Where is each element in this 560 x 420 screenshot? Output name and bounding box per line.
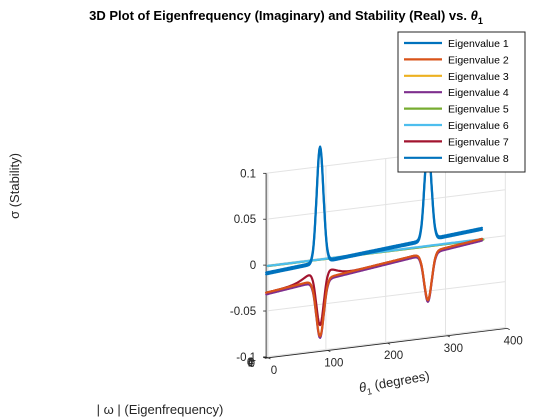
x-tick-label: 0 bbox=[271, 365, 277, 377]
legend-label: Eigenvalue 1 bbox=[448, 38, 509, 50]
legend-label: Eigenvalue 2 bbox=[448, 54, 509, 66]
y-tick-label: 2 bbox=[248, 358, 254, 370]
grid-line bbox=[266, 189, 506, 220]
z-tick-label: -0.05 bbox=[230, 306, 256, 318]
z-tick-label: 0.05 bbox=[234, 214, 256, 226]
plot-curves bbox=[265, 141, 485, 339]
legend-label: Eigenvalue 5 bbox=[448, 104, 509, 116]
y-axis-label: | ω | (Eigenfrequency) bbox=[97, 402, 224, 417]
x-tick-mark bbox=[387, 342, 391, 345]
y-tick-label: 4 bbox=[247, 357, 254, 369]
z-tick-label: 0.1 bbox=[240, 168, 256, 180]
x-tick-mark bbox=[327, 350, 331, 353]
x-tick-label: 300 bbox=[444, 343, 463, 355]
legend-label: Eigenvalue 6 bbox=[448, 120, 509, 132]
series-eigenvalue-2 bbox=[265, 237, 483, 338]
chart-title-symbol: θ bbox=[471, 8, 478, 23]
legend-box bbox=[397, 31, 526, 173]
legend: Eigenvalue 1 Eigenvalue 2 Eigenvalue 3 Eige… bbox=[397, 31, 526, 173]
x-tick-mark bbox=[507, 328, 510, 330]
chart-title-main: 3D Plot of Eigenfrequency (Imaginary) an… bbox=[89, 8, 470, 23]
x-tick-label: 200 bbox=[384, 350, 403, 362]
legend-label: Eigenvalue 3 bbox=[448, 71, 509, 83]
z-tick-label: -0.1 bbox=[236, 352, 256, 364]
x-tick-label: 100 bbox=[324, 357, 343, 369]
legend-label: Eigenvalue 8 bbox=[448, 153, 509, 165]
y-tick-label: 0 bbox=[249, 358, 255, 370]
chart-title: 3D Plot of Eigenfrequency (Imaginary) an… bbox=[89, 8, 483, 26]
legend-label: Eigenvalue 4 bbox=[448, 87, 509, 99]
x-tick-mark bbox=[447, 335, 451, 338]
series-eigenvalue-4 bbox=[265, 239, 483, 339]
legend-label: Eigenvalue 7 bbox=[448, 136, 509, 148]
series-eigenvalue-8 bbox=[265, 143, 483, 276]
x-axis-line bbox=[267, 328, 508, 359]
z-tick-label: 0 bbox=[250, 260, 256, 272]
x-axis-label: θ1 (degrees) bbox=[358, 368, 431, 398]
grid-line bbox=[266, 281, 506, 312]
x-tick-label: 400 bbox=[504, 335, 523, 347]
grid-line bbox=[266, 327, 506, 358]
chart-title-sub: 1 bbox=[478, 16, 483, 26]
y-tick-label: 6 bbox=[247, 357, 253, 369]
x-tick-mark bbox=[267, 357, 271, 360]
z-axis-label: σ (Stability) bbox=[7, 153, 22, 219]
series-eigenvalue-1 bbox=[265, 141, 483, 274]
